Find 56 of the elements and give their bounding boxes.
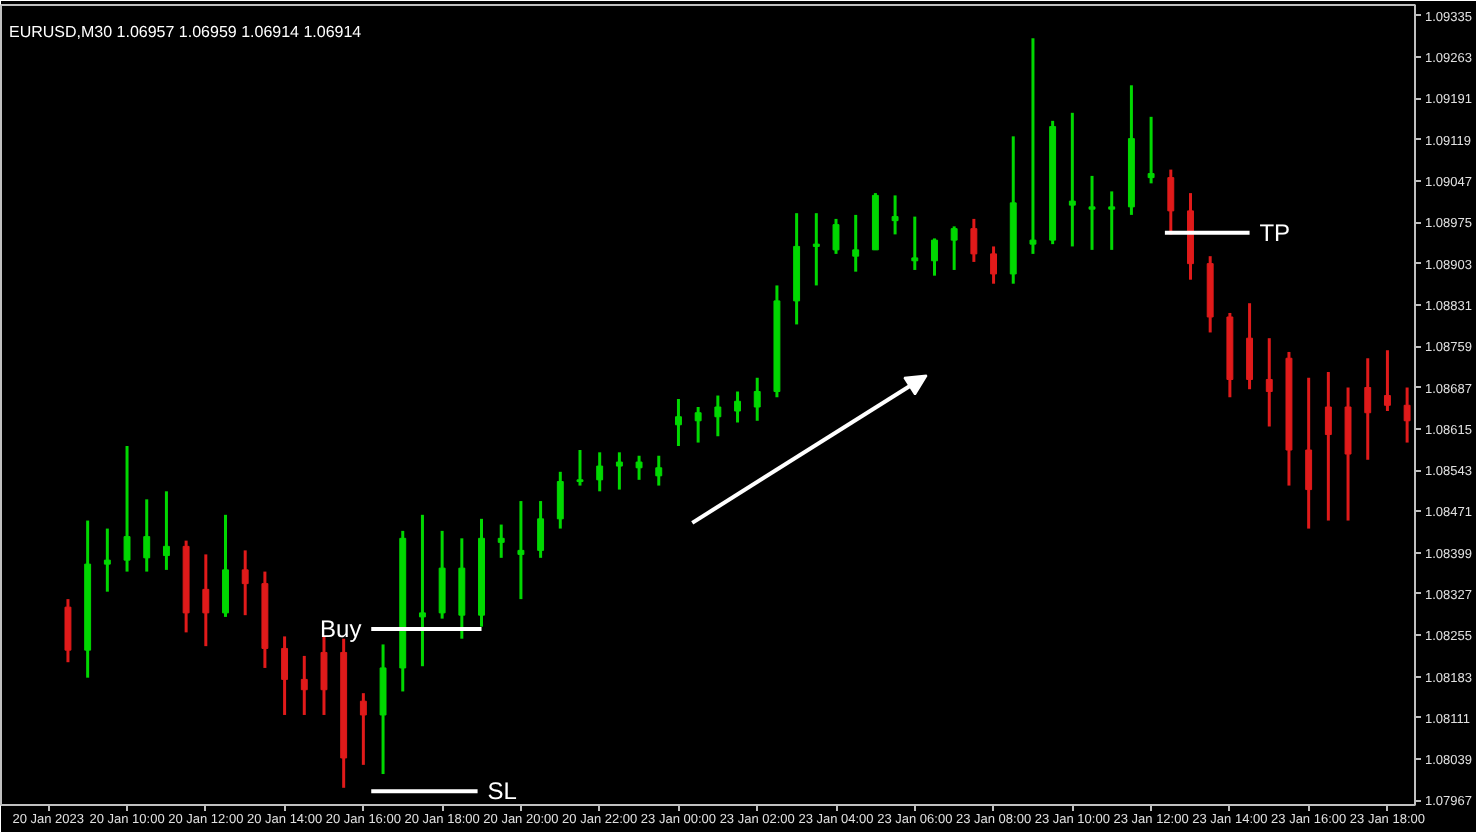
candlestick (891, 193, 899, 236)
candlestick (1068, 111, 1076, 248)
candlestick (222, 513, 229, 619)
candlestick (497, 523, 505, 560)
candlestick (1029, 36, 1037, 256)
candlestick (123, 444, 131, 574)
ref-line-label: TP (1259, 218, 1291, 247)
candlestick (812, 211, 820, 287)
candlestick (1383, 348, 1391, 413)
candlestick (1344, 386, 1352, 523)
candlestick (832, 217, 840, 256)
candlestick (970, 217, 978, 264)
candlestick (556, 470, 564, 531)
candlestick (596, 450, 604, 493)
candlestick (734, 390, 741, 424)
candlestick (359, 691, 367, 767)
candlestick (911, 215, 919, 272)
candlestick (1108, 189, 1116, 252)
candlestick (1403, 386, 1411, 445)
candlestick (1265, 336, 1273, 429)
candlestick (1305, 376, 1313, 531)
candlestick (1364, 356, 1372, 462)
candlestick (162, 489, 170, 572)
candlestick (576, 448, 584, 488)
candlestick (300, 654, 308, 717)
candlestick (418, 513, 426, 668)
candlestick (852, 213, 860, 274)
candlestick (950, 224, 958, 272)
candlestick (931, 236, 938, 278)
candlestick (1324, 370, 1332, 523)
candlestick (458, 536, 466, 641)
text: EURUSD,M30 1.06957 1.06959 1.06914 1.06914 (9, 23, 363, 41)
candlestick (1147, 115, 1155, 185)
candlestick (655, 454, 663, 488)
ref-line-label: Buy (320, 614, 362, 643)
candlestick (753, 376, 761, 423)
candlestick (615, 450, 623, 492)
candlestick (990, 244, 998, 286)
candlestick (714, 394, 722, 438)
candlestick (64, 597, 72, 664)
candlestick (694, 405, 702, 445)
candlestick (103, 527, 111, 594)
candlestick (537, 499, 545, 560)
candlestick (438, 529, 446, 621)
candlestick (635, 454, 643, 482)
candlestick (202, 552, 210, 648)
candlestick (675, 397, 682, 448)
ref-line-label: SL (487, 777, 518, 806)
candlestick (379, 642, 387, 776)
candlestick (1167, 168, 1175, 236)
candlestick (241, 548, 249, 617)
candlestick (1088, 174, 1096, 252)
candlestick (143, 497, 151, 574)
candlestick (1246, 301, 1254, 391)
candlestick (281, 634, 289, 717)
candlestick (517, 499, 525, 601)
